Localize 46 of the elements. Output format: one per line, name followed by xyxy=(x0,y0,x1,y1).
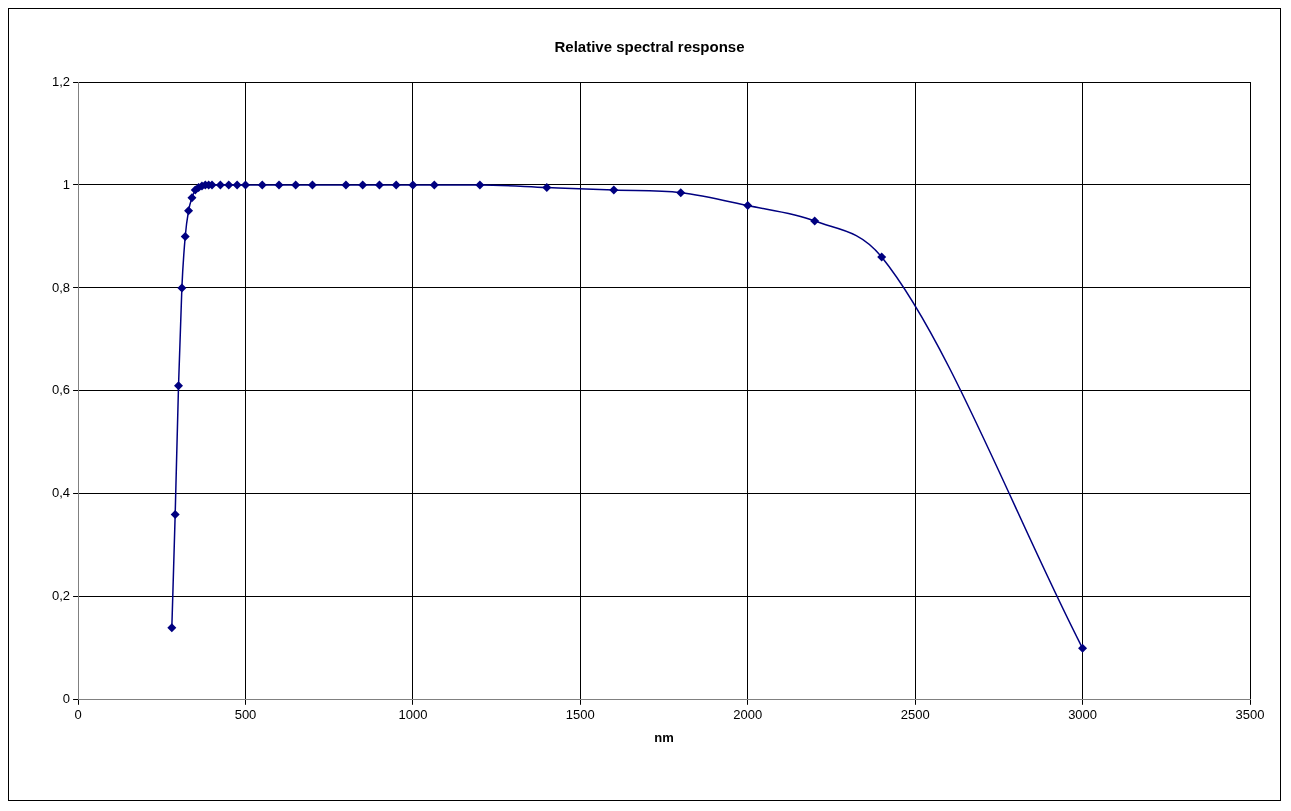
point xyxy=(307,180,317,190)
point xyxy=(358,180,368,190)
point xyxy=(341,180,351,190)
point xyxy=(167,623,177,633)
point xyxy=(180,231,190,241)
point xyxy=(291,180,301,190)
x-tick-label: 2500 xyxy=(900,707,930,723)
x-tick-label: 500 xyxy=(234,707,257,723)
y-tick-label: 1,2 xyxy=(51,73,71,89)
point xyxy=(224,180,234,190)
x-tick-label: 2000 xyxy=(733,707,763,723)
point xyxy=(174,381,184,391)
point xyxy=(542,183,552,193)
point xyxy=(187,193,197,203)
y-tick-label: 0,4 xyxy=(51,485,71,501)
point xyxy=(177,283,187,293)
point xyxy=(408,180,418,190)
y-tick-label: 0,8 xyxy=(51,279,71,295)
point xyxy=(1078,643,1088,653)
point xyxy=(429,180,439,190)
point xyxy=(743,201,753,211)
y-tick-label: 0,6 xyxy=(51,382,71,398)
point xyxy=(676,188,686,198)
y-tick-label: 1 xyxy=(62,176,71,192)
point xyxy=(374,180,384,190)
point xyxy=(232,180,242,190)
point xyxy=(184,206,194,216)
chart-title: Relative spectral response xyxy=(554,38,745,56)
x-tick-label: 1000 xyxy=(398,707,428,723)
y-tick-label: 0 xyxy=(62,691,71,707)
x-axis-title: nm xyxy=(654,729,674,745)
point xyxy=(877,252,887,262)
point xyxy=(170,509,180,519)
point xyxy=(609,185,619,195)
point xyxy=(391,180,401,190)
x-tick-label: 0 xyxy=(74,707,82,723)
x-tick-label: 3000 xyxy=(1068,707,1098,723)
point xyxy=(274,180,284,190)
point xyxy=(810,216,820,226)
y-tick-label: 0,2 xyxy=(51,588,71,604)
x-tick-label: 3500 xyxy=(1235,707,1265,723)
point xyxy=(215,180,225,190)
point xyxy=(475,180,485,190)
point xyxy=(240,180,250,190)
x-tick-label: 1500 xyxy=(565,707,595,723)
point xyxy=(257,180,267,190)
